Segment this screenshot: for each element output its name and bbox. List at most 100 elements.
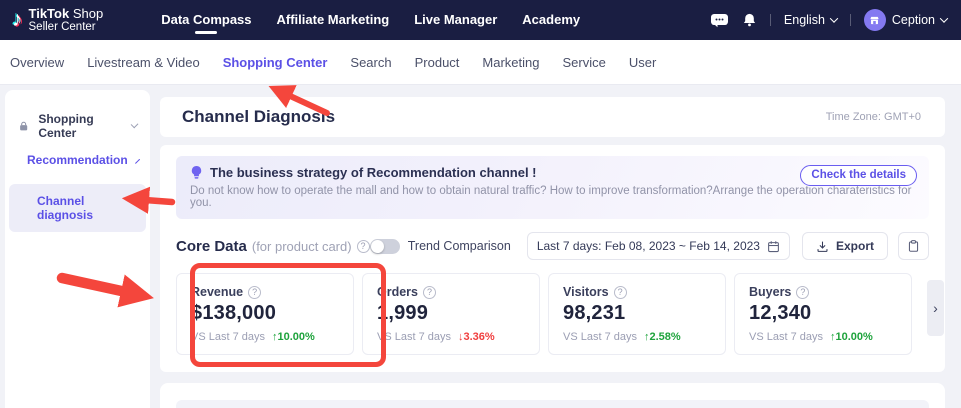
delta-percent: 3.36% (463, 331, 495, 343)
metric-label: Orders (377, 285, 418, 299)
brand-bold: TikTok (28, 6, 70, 22)
timezone-label: Time Zone: GMT+0 (825, 111, 921, 123)
delta-arrow-icon: ↑ (830, 331, 836, 343)
help-icon[interactable]: ? (423, 285, 436, 299)
metric-cards-row: Revenue ? $138,000 VS Last 7 days ↑10.00%… (176, 273, 929, 355)
body: Shopping Center Recommendation Channel d… (0, 85, 961, 408)
subnav-tab[interactable]: Service (562, 54, 606, 70)
clipboard-icon (908, 240, 919, 252)
export-label: Export (835, 239, 874, 253)
avatar (863, 9, 886, 31)
check-details-button[interactable]: Check the details (800, 165, 917, 186)
subnav-tab[interactable]: Search (350, 54, 392, 70)
core-data-title: Core Data (176, 237, 247, 255)
page-title: Channel Diagnosis (182, 107, 336, 126)
top-nav-label: Academy (522, 11, 581, 27)
metric-delta: ↑10.00% (830, 331, 873, 343)
metric-value: 1,999 (377, 302, 429, 324)
metric-card[interactable]: Buyers ? 12,340 VS Last 7 days ↑10.00% (734, 273, 912, 355)
sidebar-group-shopping-center[interactable]: Shopping Center (5, 112, 150, 140)
subnav-tab[interactable]: Livestream & Video (87, 54, 200, 70)
report-clipboard-button[interactable] (898, 232, 929, 260)
data-compass-subnav: Overview Livestream & Video Shopping Cente… (0, 40, 961, 85)
metric-card[interactable]: Visitors ? 98,231 VS Last 7 days ↑2.58% (548, 273, 726, 355)
top-nav-label: Data Compass (161, 11, 252, 27)
metric-label: Visitors (563, 285, 609, 299)
metric-value: $138,000 (191, 302, 277, 324)
date-range-label: Last 7 days: Feb 08, 2023 ~ Feb 14, 2023 (536, 239, 760, 253)
calendar-icon (768, 240, 779, 252)
subnav-tab[interactable]: Overview (10, 54, 65, 70)
metric-delta: ↓3.36% (458, 331, 495, 343)
core-data-toolbar: Core Data (for product card) ? Trend Com… (176, 232, 929, 260)
sidebar-group-recommendation[interactable]: Recommendation (5, 150, 150, 170)
trend-comparison-label: Trend Comparison (407, 239, 511, 253)
subnav-tab[interactable]: User (628, 54, 657, 70)
top-nav: Data Compass Affiliate Marketing Live Mana… (161, 2, 580, 39)
store-icon (870, 16, 880, 24)
top-nav-item[interactable]: Academy (522, 2, 580, 39)
delta-percent: 10.00% (835, 331, 873, 343)
header-right: English Ception (710, 9, 949, 31)
top-nav-item[interactable]: Data Compass (161, 2, 251, 39)
help-icon[interactable]: ? (356, 239, 370, 253)
tiktok-note-icon: ♪ (12, 8, 23, 32)
chevron-up-icon (134, 158, 140, 164)
username-label: Ception (891, 13, 935, 27)
metric-delta: ↑10.00% (272, 331, 315, 343)
metric-delta: ↑2.58% (644, 331, 681, 343)
delta-arrow-icon: ↑ (272, 331, 278, 343)
brand-regular: Shop (72, 6, 104, 22)
delta-percent: 2.58% (649, 331, 681, 343)
metric-vs-label: VS Last 7 days (563, 331, 637, 343)
delta-percent: 10.00% (277, 331, 315, 343)
top-nav-label: Affiliate Marketing (276, 11, 390, 27)
notifications-bell-icon[interactable] (742, 12, 757, 28)
sidebar-group-label: Shopping Center (38, 112, 94, 140)
carousel-next-button[interactable]: › (927, 280, 944, 336)
help-icon[interactable]: ? (248, 285, 262, 299)
metric-vs-label: VS Last 7 days (377, 331, 451, 343)
top-nav-label: Live Manager (414, 11, 498, 27)
subnav-tab[interactable]: Product (414, 54, 460, 70)
main-content: Channel Diagnosis Time Zone: GMT+0 The b… (160, 97, 945, 408)
account-menu[interactable]: Ception (863, 9, 949, 31)
shopping-bag-icon (20, 121, 28, 130)
banner-subtitle: Do not know how to operate the mall and … (190, 185, 912, 209)
tiktok-logo[interactable]: ♪ TikTok Shop Seller Center (12, 7, 103, 33)
language-selector[interactable]: English (784, 13, 839, 27)
top-nav-item[interactable]: Affiliate Marketing (277, 2, 390, 39)
export-button[interactable]: Export (801, 232, 888, 260)
sidebar-group-label: Recommendation (27, 153, 128, 167)
next-section-card (160, 383, 945, 408)
delta-arrow-icon: ↓ (458, 331, 464, 343)
brand-subtitle: Seller Center (28, 20, 96, 33)
help-icon[interactable]: ? (796, 285, 810, 299)
bulb-icon (191, 165, 202, 179)
divider (769, 14, 771, 26)
trend-comparison-toggle[interactable] (369, 238, 400, 254)
subnav-tab[interactable]: Marketing (482, 54, 540, 70)
sidebar-item-channel-diagnosis[interactable]: Channel diagnosis (9, 184, 146, 232)
metric-card[interactable]: Revenue ? $138,000 VS Last 7 days ↑10.00% (176, 273, 354, 355)
metric-vs-label: VS Last 7 days (749, 331, 823, 343)
help-icon[interactable]: ? (613, 285, 627, 299)
brand-text: TikTok Shop Seller Center (29, 7, 104, 33)
top-nav-item[interactable]: Live Manager (414, 2, 497, 39)
strategy-banner: The business strategy of Recommendation … (176, 156, 929, 219)
messages-icon[interactable] (710, 13, 729, 28)
page-header-card: Channel Diagnosis Time Zone: GMT+0 (160, 97, 945, 137)
metric-value: 98,231 (563, 302, 626, 324)
chevron-down-icon (829, 14, 839, 23)
metric-vs-label: VS Last 7 days (191, 331, 265, 343)
subnav-tab[interactable]: Shopping Center (222, 54, 328, 70)
divider (849, 14, 851, 26)
metric-card[interactable]: Orders ? 1,999 VS Last 7 days ↓3.36% (362, 273, 540, 355)
core-data-card: The business strategy of Recommendation … (160, 145, 945, 372)
date-range-picker[interactable]: Last 7 days: Feb 08, 2023 ~ Feb 14, 2023 (526, 232, 790, 260)
metric-label: Revenue (191, 285, 244, 299)
core-data-subtitle: (for product card) (251, 238, 352, 254)
banner-title: The business strategy of Recommendation … (210, 165, 537, 180)
metric-value: 12,340 (749, 302, 812, 324)
